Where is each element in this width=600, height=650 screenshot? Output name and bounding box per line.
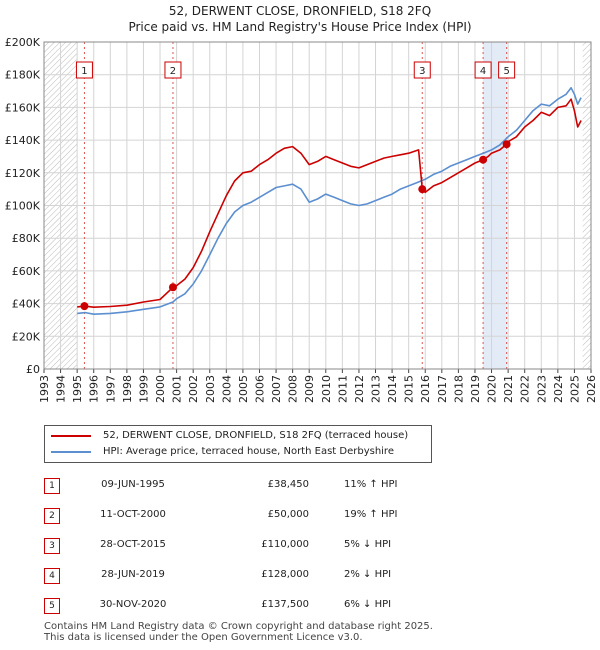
x-tick-label: 2012: [353, 375, 366, 403]
y-tick-label: £100K: [5, 200, 41, 213]
x-tick-label: 2007: [270, 375, 283, 403]
transaction-row: 5 30-NOV-2020 £137,500 6% ↓ HPI: [44, 598, 564, 616]
x-tick-label: 2022: [519, 375, 532, 403]
x-tick-label: 2023: [535, 375, 548, 403]
x-tick-label: 2003: [204, 375, 217, 403]
chart-title: 52, DERWENT CLOSE, DRONFIELD, S18 2FQ: [168, 4, 432, 18]
x-tick-label: 2019: [469, 375, 482, 403]
price-chart: £0 £20K £40K £60K £80K £100K £120K £140K £160K £1…: [5, 36, 598, 403]
sale-badge: [413, 61, 431, 79]
transaction-price: £110,000: [261, 539, 309, 550]
x-tick-label: 2004: [220, 375, 233, 403]
y-tick-label: £60K: [12, 265, 41, 278]
transaction-number: 1: [44, 478, 60, 494]
legend: 52, DERWENT CLOSE, DRONFIELD, S18 2FQ (t…: [44, 425, 432, 463]
sale-badge: [474, 61, 492, 79]
transaction-date: 30-NOV-2020: [99, 599, 167, 610]
transaction-hpi-diff: 2% ↓ HPI: [344, 569, 392, 580]
sale-badge: [75, 61, 93, 79]
transaction-number: 4: [44, 568, 60, 584]
transaction-hpi-diff: 19% ↑ HPI: [344, 509, 398, 520]
transaction-number: 2: [44, 508, 60, 524]
transaction-date: 11-OCT-2000: [100, 509, 166, 520]
x-tick-label: 1998: [121, 375, 134, 403]
y-tick-label: £120K: [5, 167, 41, 180]
sale-marker: [479, 155, 488, 164]
x-tick-label: 1997: [104, 375, 117, 403]
x-tick-label: 1993: [38, 375, 51, 403]
footer-licence: This data is licensed under the Open Gov…: [44, 632, 363, 643]
legend-swatch-property: [51, 435, 91, 437]
x-tick-label: 1996: [88, 375, 101, 403]
legend-label-property: 52, DERWENT CLOSE, DRONFIELD, S18 2FQ (t…: [103, 430, 409, 441]
sale-badge: [498, 61, 516, 79]
transaction-date: 09-JUN-1995: [101, 479, 165, 490]
x-tick-label: 2017: [436, 375, 449, 403]
y-tick-label: £200K: [5, 36, 41, 49]
transaction-price: £137,500: [261, 599, 309, 610]
sale-marker: [502, 140, 511, 149]
x-tick-label: 2002: [187, 375, 200, 403]
x-tick-label: 2006: [253, 375, 266, 403]
x-tick-label: 2021: [502, 375, 515, 403]
sale-marker: [168, 283, 177, 292]
legend-swatch-hpi: [51, 451, 91, 453]
footer-copyright: Contains HM Land Registry data © Crown c…: [44, 621, 433, 632]
x-tick-label: 2025: [568, 375, 581, 403]
transaction-row: 2 11-OCT-2000 £50,000 19% ↑ HPI: [44, 508, 564, 526]
x-tick-label: 2010: [320, 375, 333, 403]
hpi-line: [77, 87, 582, 315]
x-tick-label: 2015: [403, 375, 416, 403]
transaction-hpi-diff: 6% ↓ HPI: [344, 599, 392, 610]
sale-badge-label: 1: [81, 66, 87, 77]
transaction-row: 3 28-OCT-2015 £110,000 5% ↓ HPI: [44, 538, 564, 556]
transaction-date: 28-OCT-2015: [100, 539, 166, 550]
x-tick-label: 2011: [336, 375, 349, 403]
y-tick-label: £140K: [5, 134, 41, 147]
sale-badge: [164, 61, 182, 79]
x-tick-label: 2020: [486, 375, 499, 403]
sale-marker: [80, 302, 89, 311]
transaction-price: £50,000: [267, 509, 309, 520]
y-tick-label: £160K: [5, 101, 41, 114]
plot-frame: [43, 41, 592, 370]
x-tick-label: 2000: [154, 375, 167, 403]
x-tick-label: 2005: [237, 375, 250, 403]
x-tick-label: 2018: [452, 375, 465, 403]
x-tick-label: 1994: [55, 375, 68, 403]
x-tick-label: 2008: [287, 375, 300, 403]
x-tick-label: 2026: [585, 375, 598, 403]
y-tick-label: £80K: [12, 232, 41, 245]
transaction-row: 1 09-JUN-1995 £38,450 11% ↑ HPI: [44, 478, 564, 496]
sale-marker: [418, 185, 427, 194]
transaction-hpi-diff: 5% ↓ HPI: [344, 539, 392, 550]
x-tick-label: 2014: [386, 375, 399, 403]
y-tick-label: £0: [26, 363, 40, 376]
x-tick-label: 1999: [137, 375, 150, 403]
legend-label-hpi: HPI: Average price, terraced house, Nort…: [103, 446, 394, 457]
y-tick-label: £180K: [5, 69, 41, 82]
series-group: [77, 87, 582, 315]
property-line: [77, 98, 582, 308]
transaction-hpi-diff: 11% ↑ HPI: [344, 479, 398, 490]
transaction-price: £128,000: [261, 569, 309, 580]
x-tick-label: 2016: [419, 375, 432, 403]
x-tick-label: 2013: [370, 375, 383, 403]
transaction-row: 4 28-JUN-2019 £128,000 2% ↓ HPI: [44, 568, 564, 586]
x-tick-label: 1995: [71, 375, 84, 403]
transaction-price: £38,450: [267, 479, 309, 490]
sale-badge-label: 4: [480, 66, 486, 77]
x-tick-label: 2024: [552, 375, 565, 403]
chart-subtitle: Price paid vs. HM Land Registry's House …: [128, 20, 472, 34]
y-tick-label: £20K: [12, 330, 41, 343]
transaction-number: 5: [44, 598, 60, 614]
sale-badge-label: 5: [503, 66, 509, 77]
y-tick-label: £40K: [12, 298, 41, 311]
transaction-number: 3: [44, 538, 60, 554]
sale-badge-label: 3: [419, 66, 425, 77]
sale-badge-label: 2: [170, 66, 176, 77]
x-tick-label: 2001: [171, 375, 184, 403]
x-tick-label: 2009: [303, 375, 316, 403]
transaction-date: 28-JUN-2019: [101, 569, 165, 580]
